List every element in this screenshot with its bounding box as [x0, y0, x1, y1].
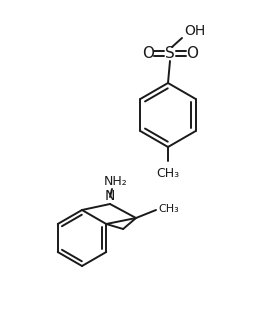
Text: S: S [165, 45, 175, 60]
Text: O: O [186, 45, 198, 60]
Text: NH₂: NH₂ [104, 174, 128, 188]
Text: CH₃: CH₃ [157, 167, 180, 180]
Text: CH₃: CH₃ [158, 204, 179, 214]
Text: OH: OH [184, 24, 205, 38]
Text: O: O [142, 45, 154, 60]
Text: N: N [105, 189, 115, 203]
